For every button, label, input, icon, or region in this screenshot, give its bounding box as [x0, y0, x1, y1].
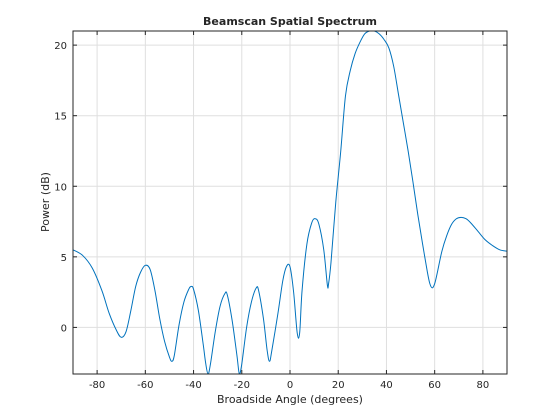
x-tick-label: 40	[380, 380, 393, 391]
x-tick-label: 20	[332, 380, 345, 391]
x-tick-label: 0	[287, 380, 293, 391]
ticks: -80 -60 -40 -20 0 20 40 60 80 0 5 10 15 20	[54, 31, 507, 391]
y-tick-label: 15	[54, 112, 67, 123]
grid	[73, 31, 507, 374]
y-tick-label: 5	[61, 253, 67, 264]
y-tick-label: 0	[61, 323, 67, 334]
x-tick-label: -40	[185, 380, 201, 391]
x-tick-label: -20	[234, 380, 250, 391]
y-tick-label: 20	[54, 41, 67, 52]
series-layer	[72, 30, 508, 375]
x-tick-label: -60	[137, 380, 153, 391]
x-tick-label: 60	[428, 380, 441, 391]
y-axis-label: Power (dB)	[39, 172, 52, 232]
x-tick-label: 80	[477, 380, 490, 391]
spectrum-line	[72, 30, 508, 375]
y-tick-label: 10	[54, 182, 67, 193]
x-tick-label: -80	[89, 380, 105, 391]
plot-area: -80 -60 -40 -20 0 20 40 60 80 0 5 10 15 20	[54, 30, 508, 391]
chart-title: Beamscan Spatial Spectrum	[203, 15, 377, 28]
x-axis-label: Broadside Angle (degrees)	[217, 393, 363, 406]
